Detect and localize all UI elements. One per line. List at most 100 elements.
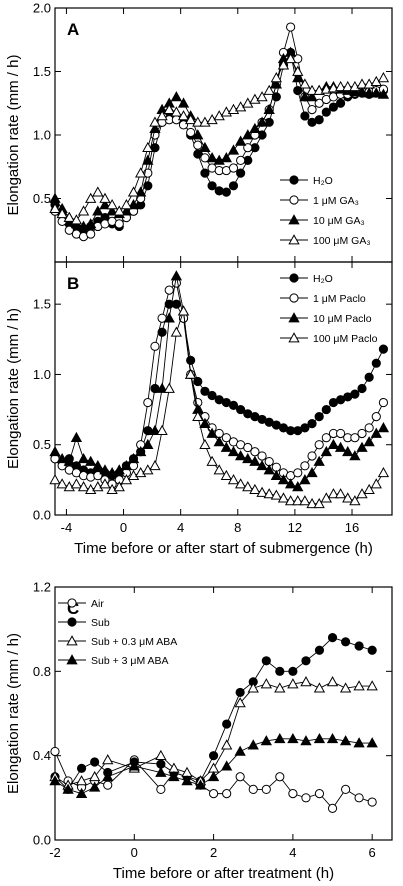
- data-point: [334, 80, 347, 92]
- data-point: [307, 419, 317, 429]
- data-point: [288, 789, 298, 799]
- data-point: [377, 467, 390, 478]
- legend-label: Sub + 3 μM ABA: [91, 655, 169, 667]
- x-tick-label: 4: [289, 845, 296, 860]
- data-point: [70, 431, 83, 443]
- data-point: [356, 441, 368, 452]
- data-point: [228, 181, 239, 191]
- data-point: [199, 417, 211, 428]
- data-point: [56, 452, 68, 464]
- data-point: [114, 219, 124, 229]
- legend-label: 1 μM Paclo: [313, 293, 366, 305]
- y-tick-label: 1.2: [33, 580, 51, 595]
- data-point: [334, 488, 347, 499]
- x-tick-label: 0: [131, 845, 138, 860]
- data-point: [49, 192, 61, 203]
- data-point: [49, 474, 61, 485]
- data-point: [85, 218, 97, 229]
- data-point: [99, 464, 111, 475]
- data-point: [263, 103, 275, 114]
- series-1: [50, 278, 389, 489]
- data-point: [192, 410, 204, 421]
- data-point: [364, 372, 374, 382]
- data-point: [342, 492, 354, 503]
- data-point: [194, 779, 207, 790]
- y-tick-label: 0.8: [33, 664, 51, 679]
- data-point: [236, 404, 246, 415]
- data-point: [156, 784, 166, 795]
- plot-frame: [54, 261, 393, 516]
- data-point: [206, 455, 218, 466]
- data-point: [199, 141, 211, 153]
- data-point: [222, 789, 232, 799]
- data-point: [341, 784, 351, 795]
- data-point: [177, 110, 190, 121]
- data-point: [364, 423, 374, 433]
- x-tick-label: 12: [288, 520, 302, 535]
- x-tick-label: 6: [369, 845, 376, 860]
- data-point: [256, 116, 268, 127]
- data-point: [275, 666, 285, 676]
- data-point: [192, 129, 204, 140]
- data-point: [170, 106, 183, 117]
- data-point: [155, 766, 167, 777]
- data-point: [171, 299, 181, 309]
- y-tick-label: 1.5: [33, 64, 51, 79]
- data-point: [256, 459, 268, 471]
- data-point: [234, 697, 246, 708]
- data-point: [193, 376, 203, 387]
- data-point: [143, 181, 153, 191]
- data-point: [341, 637, 351, 647]
- data-point: [292, 481, 304, 492]
- data-point: [257, 451, 267, 461]
- data-point: [260, 678, 272, 689]
- series-2: [49, 270, 390, 492]
- data-point: [314, 440, 324, 450]
- data-point: [236, 155, 246, 165]
- x-tick-label: 4: [177, 520, 184, 535]
- data-point: [300, 423, 310, 433]
- data-point: [306, 84, 318, 95]
- data-point: [350, 433, 360, 443]
- data-point: [88, 781, 101, 792]
- data-point: [75, 787, 88, 798]
- data-point: [377, 72, 390, 83]
- data-point: [274, 682, 286, 693]
- legend-marker: [66, 654, 78, 665]
- data-point: [85, 192, 97, 203]
- data-point: [314, 645, 325, 655]
- data-point: [349, 85, 361, 97]
- data-point: [120, 205, 133, 216]
- data-point: [207, 390, 217, 401]
- data-point: [292, 72, 304, 83]
- data-point: [235, 772, 245, 782]
- y-tick-label: 0.5: [33, 437, 51, 452]
- data-point: [300, 111, 310, 121]
- data-point: [149, 116, 161, 127]
- data-point: [127, 199, 140, 210]
- data-point: [90, 757, 100, 767]
- data-point: [75, 775, 88, 786]
- data-point: [277, 492, 290, 503]
- legend-label: 1 μM GA₃: [313, 195, 359, 207]
- data-point: [213, 464, 225, 475]
- data-point: [92, 481, 104, 492]
- data-point: [143, 397, 153, 408]
- data-point: [156, 382, 168, 393]
- data-point: [99, 478, 111, 489]
- data-point: [156, 424, 168, 436]
- data-point: [327, 633, 338, 643]
- data-point: [135, 467, 147, 478]
- data-point: [220, 152, 233, 163]
- data-point: [163, 312, 175, 323]
- data-point: [164, 285, 174, 295]
- data-point: [227, 144, 240, 155]
- data-point: [49, 445, 61, 457]
- series-0: [50, 299, 389, 481]
- legend-label: 10 μM Paclo: [313, 313, 372, 325]
- data-point: [288, 666, 298, 676]
- data-point: [92, 186, 104, 197]
- data-point: [88, 770, 101, 782]
- data-point: [135, 167, 147, 178]
- x-tick-label: -4: [61, 520, 73, 535]
